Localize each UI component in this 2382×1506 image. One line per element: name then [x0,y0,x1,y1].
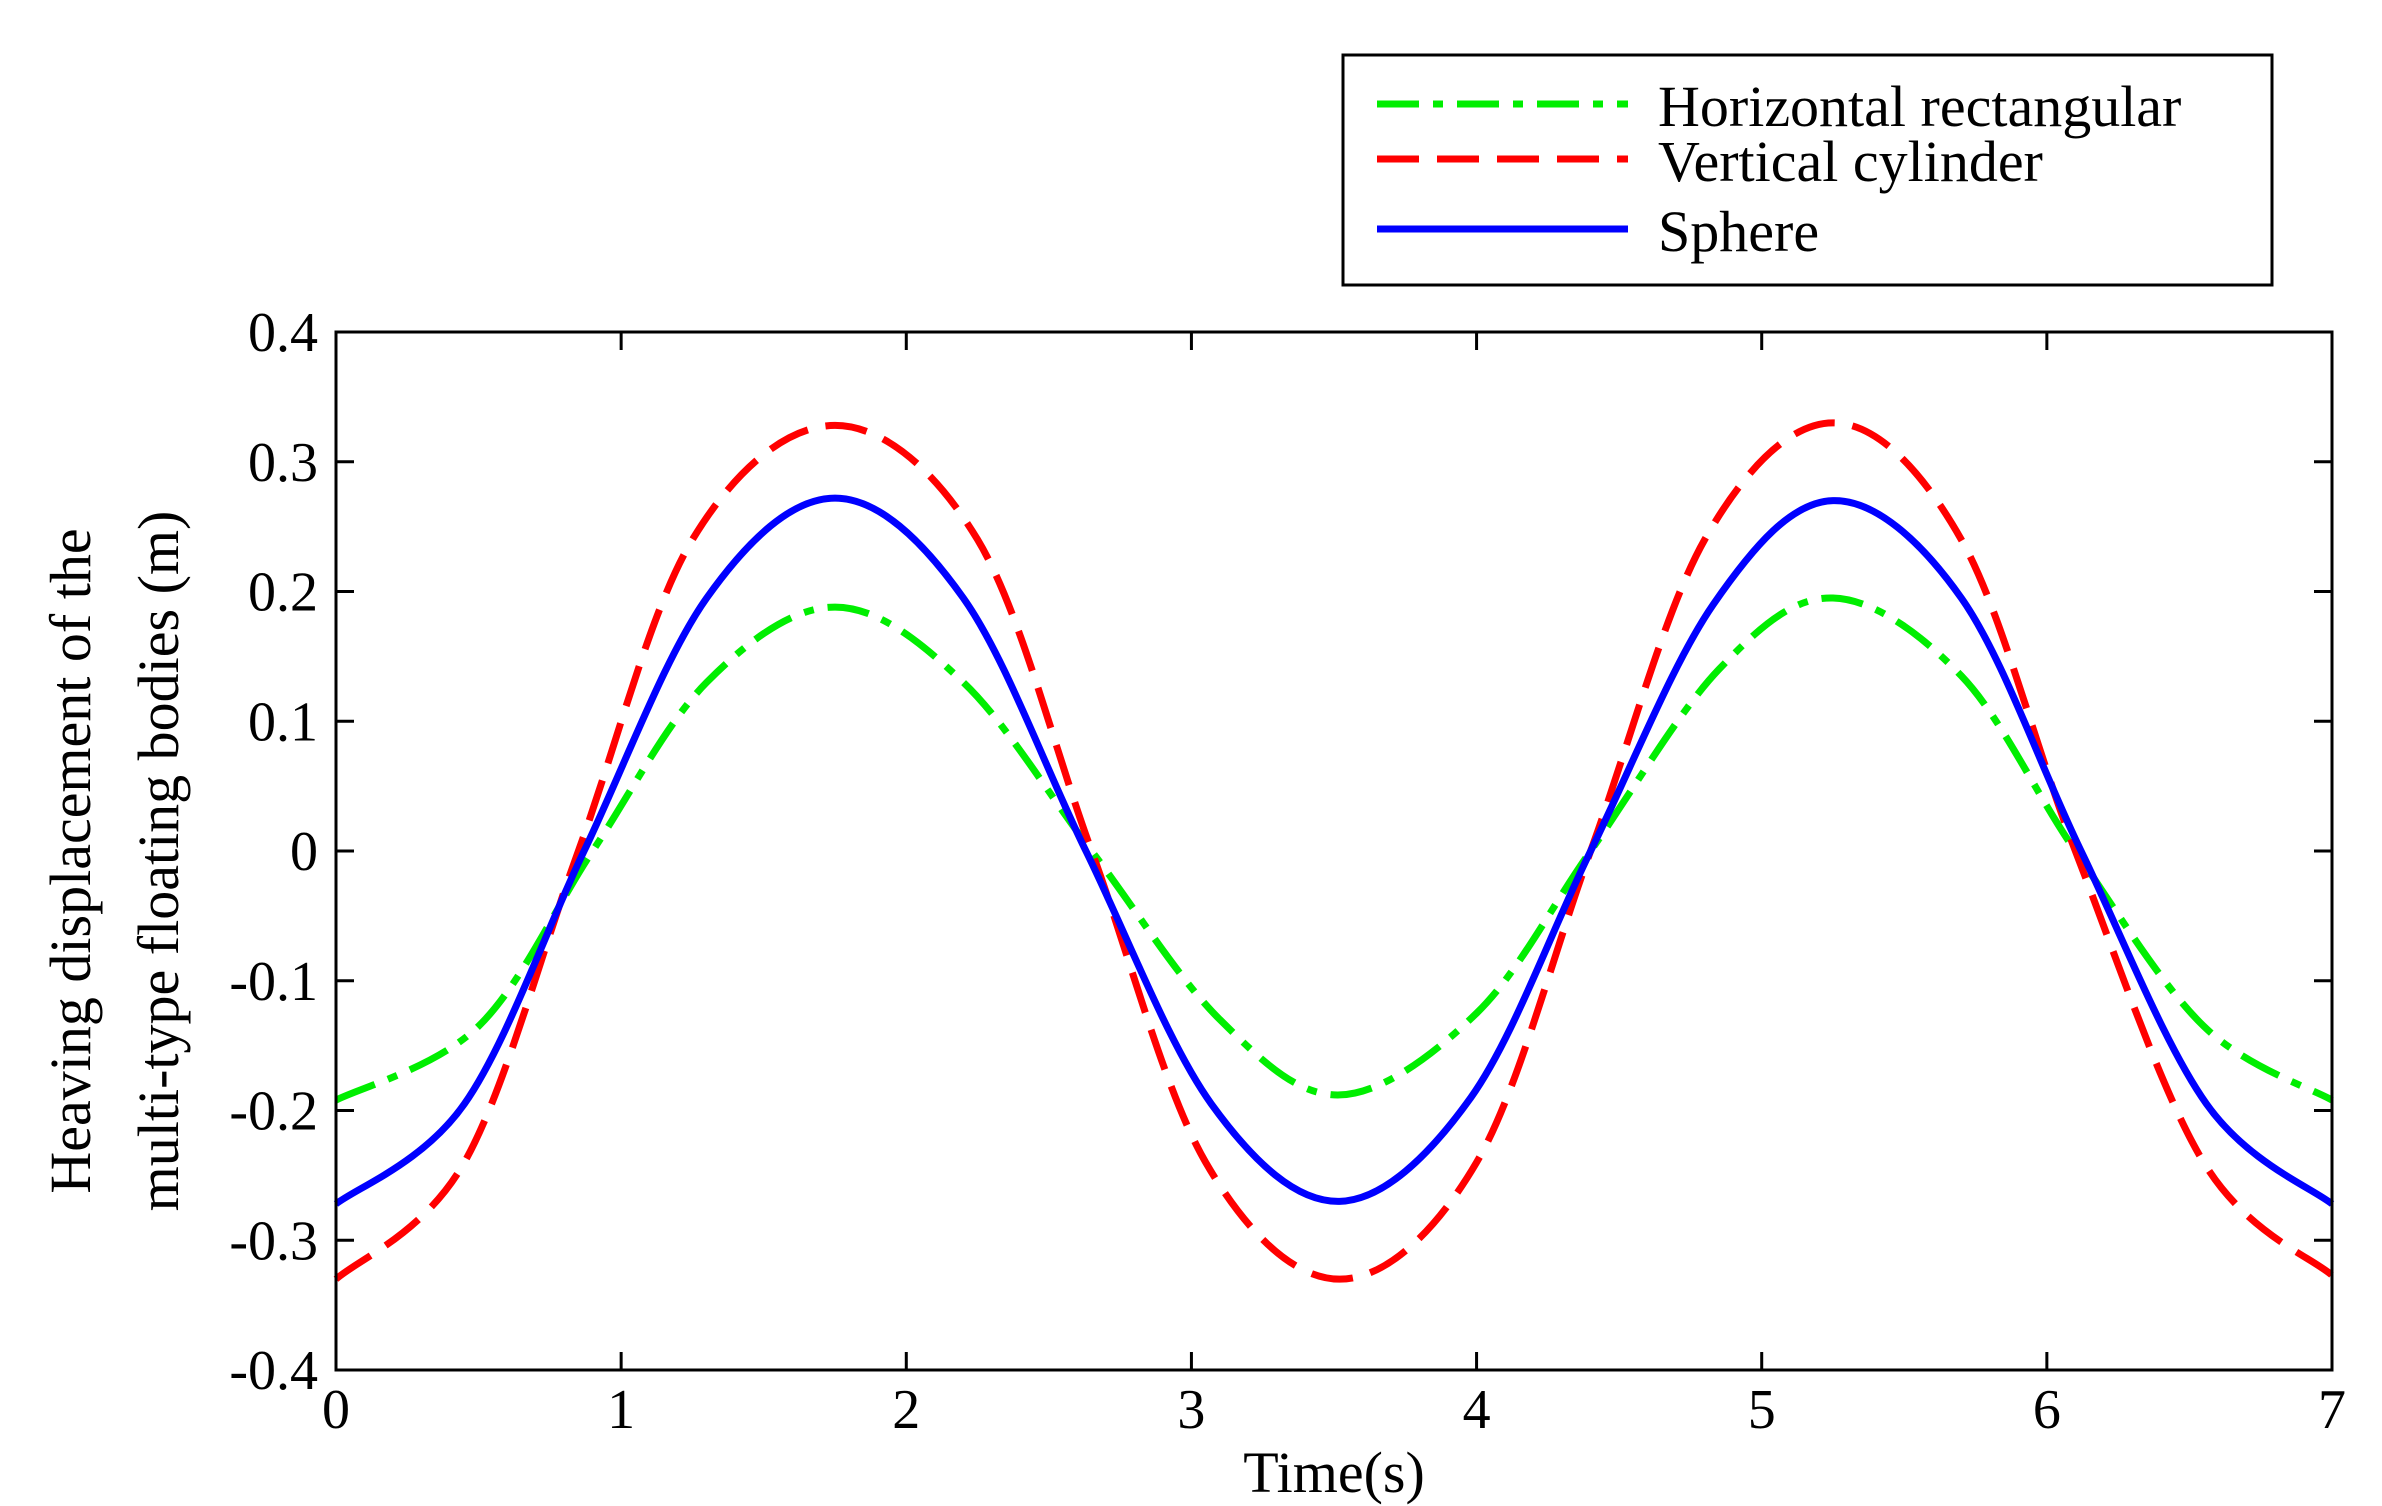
y-tick-label: 0 [290,821,318,883]
legend: Horizontal rectangular Vertical cylinder… [1341,53,2274,287]
x-tick-label: 1 [607,1379,635,1441]
y-axis-label: Heaving displacement of the multi-type f… [38,511,191,1212]
y-tick-label: 0.3 [248,432,318,494]
series-layer [333,419,2335,1283]
x-tick-label: 3 [1177,1379,1205,1441]
legend-box [1341,53,2274,287]
y-axis-label-line-2: multi-type floating bodies (m) [126,511,191,1212]
y-axis-label-line-1: Heaving displacement of the [38,528,103,1193]
x-tick-label: 0 [322,1379,350,1441]
y-tick-label: -0.1 [229,951,318,1013]
y-tick-label: -0.4 [229,1340,318,1402]
x-tick-label: 7 [2318,1379,2346,1441]
y-tick-label: -0.2 [229,1081,318,1143]
series-line-horizontal-rectangular [334,594,2334,1104]
x-axis-label: Time(s) [1243,1440,1425,1505]
y-tick-label: 0.4 [248,302,318,364]
x-axis-ticks: 0 1 2 3 4 5 6 7 [322,332,2346,1441]
x-tick-label: 6 [2033,1379,2061,1441]
series-line-sphere [333,494,2335,1207]
legend-label-sphere: Sphere [1658,199,1819,264]
y-tick-label: 0.1 [248,691,318,753]
x-tick-label: 2 [892,1379,920,1441]
y-tick-label: 0.2 [248,562,318,624]
y-tick-label: -0.3 [229,1210,318,1272]
legend-label-horizontal-rectangular: Horizontal rectangular [1658,74,2181,139]
legend-label-vertical-cylinder: Vertical cylinder [1658,129,2043,194]
x-tick-label: 5 [1748,1379,1776,1441]
series-line-vertical-cylinder [333,419,2335,1283]
y-axis-ticks: -0.4 -0.3 -0.2 -0.1 0 0.1 0.2 0.3 0.4 [229,302,2332,1402]
x-tick-label: 4 [1463,1379,1491,1441]
